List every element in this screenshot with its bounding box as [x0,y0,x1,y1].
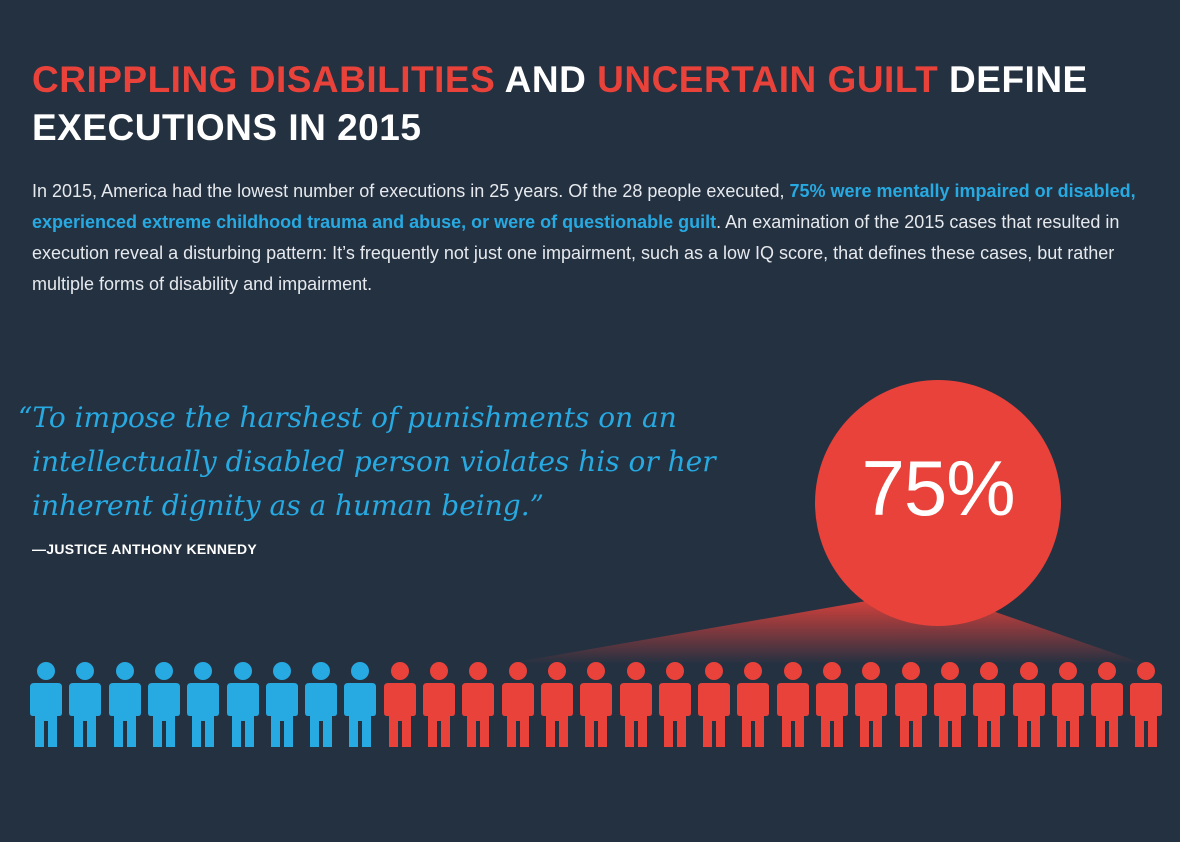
person-icon [383,661,416,749]
person-icon [698,661,731,749]
person-icon [776,661,809,749]
person-icon [737,661,770,749]
title-uncertain-guilt: UNCERTAIN GUILT [597,59,939,100]
person-icon [30,661,62,749]
person-icon [462,661,495,749]
page-title: CRIPPLING DISABILITIES AND UNCERTAIN GUI… [32,56,1152,152]
person-icon [580,661,613,749]
person-icon [501,661,534,749]
title-define-executions: DEFINE EXECUTIONS IN 2015 [32,59,1088,148]
person-icon [187,661,220,749]
person-icon [933,661,966,749]
quote-attribution: —JUSTICE ANTHONY KENNEDY [32,541,258,557]
title-crippling-disabilities: CRIPPLING DISABILITIES [32,59,496,100]
kennedy-quote: “To impose the harshest of punishments o… [18,396,718,528]
person-icon [423,661,455,749]
quote-line-2: intellectually disabled person violates … [32,445,716,478]
intro-paragraph: In 2015, America had the lowest number o… [32,176,1157,300]
person-icon [1091,661,1124,749]
person-icon [69,661,102,749]
person-icon [1051,661,1084,749]
title-and: AND [495,59,598,100]
quote-line-3: inherent dignity as a human being.” [32,489,544,522]
person-icon [1130,661,1163,749]
intro-highlight: 75% were mentally impaired or disabled, … [32,181,1136,232]
person-icon [855,661,888,749]
person-icon [344,661,377,749]
quote-line-1: “To impose the harshest of punishments o… [18,401,677,434]
person-icon [894,661,927,749]
intro-text-start: In 2015, America had the lowest number o… [32,181,790,201]
person-icon [108,661,141,749]
person-icon [1012,661,1045,749]
person-icon [658,661,691,749]
person-icon [619,661,652,749]
stat-value: 75% [861,443,1015,532]
people-pictogram [30,661,1163,751]
person-icon [226,661,259,749]
person-icon [816,661,848,749]
stat-circle: 75% [815,380,1061,626]
person-icon [540,661,573,749]
intro-text-end: . An examination of the 2015 cases that … [32,212,1120,294]
person-icon [305,661,338,749]
person-icon [265,661,298,749]
person-icon [147,661,180,749]
person-icon [973,661,1006,749]
